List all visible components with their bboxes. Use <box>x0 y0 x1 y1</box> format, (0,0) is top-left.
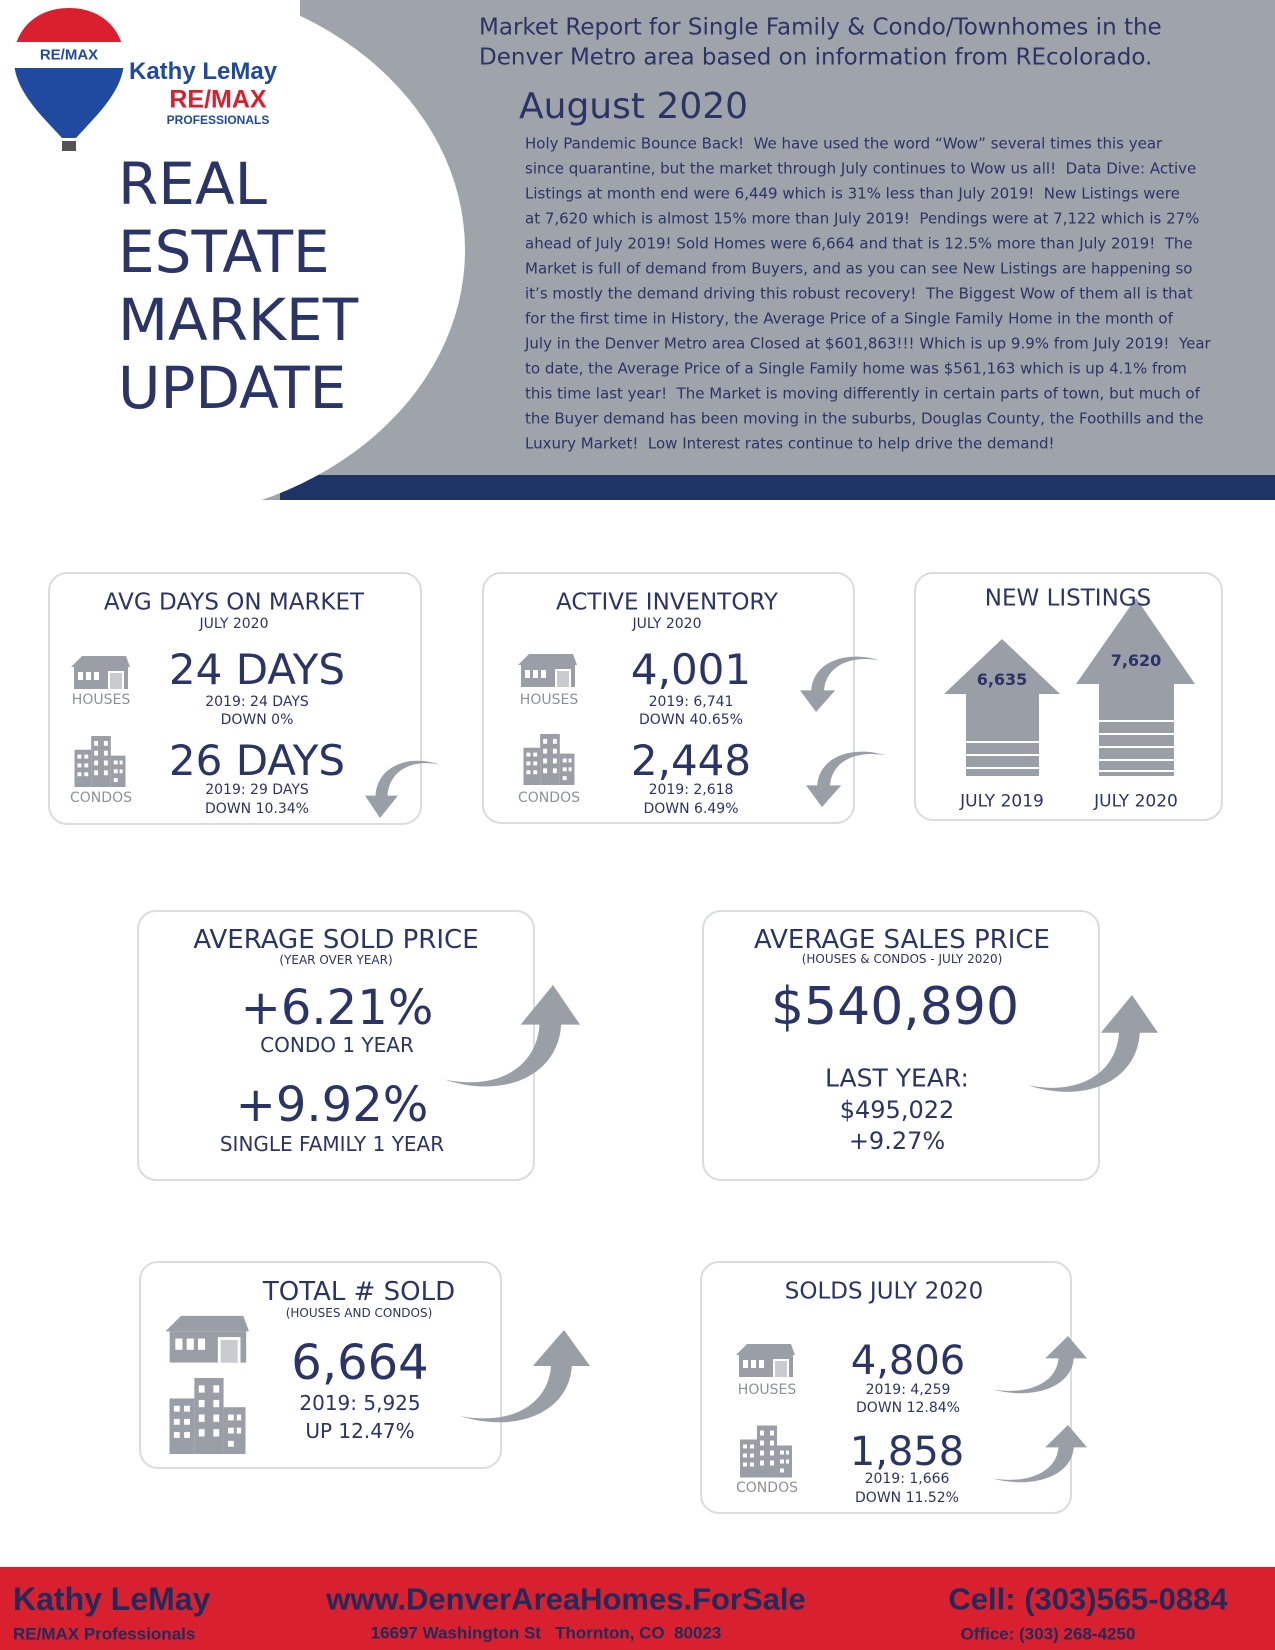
icon-label: CONDOS <box>70 790 132 806</box>
body-line: the Buyer demand has been moving in the … <box>525 409 1204 428</box>
title-line: MARKET <box>118 286 359 354</box>
card-title: TOTAL # SOLD <box>262 1277 456 1307</box>
footer-name: Kathy LeMay <box>13 1581 211 1617</box>
stat-value: 6,664 <box>291 1335 429 1391</box>
icon-label: CONDOS <box>518 790 580 806</box>
intro-line: Market Report for Single Family & Condo/… <box>479 14 1162 41</box>
stat-value: 1,858 <box>849 1429 965 1475</box>
intro-line: Denver Metro area based on information f… <box>479 44 1153 71</box>
icon-label: HOUSES <box>519 692 579 708</box>
icon-label: CONDOS <box>736 1480 798 1496</box>
stat-prior: 2019: 4,259 <box>865 1382 951 1398</box>
body-line: at 7,620 which is almost 15% more than J… <box>525 209 1200 228</box>
card-subtitle: (YEAR OVER YEAR) <box>279 953 393 967</box>
card-title: ACTIVE INVENTORY <box>556 589 778 616</box>
stat-label: SINGLE FAMILY 1 YEAR <box>219 1132 445 1156</box>
agent-name: Kathy LeMay <box>129 58 278 85</box>
logo-badge: RE/MAX <box>39 46 99 64</box>
body-line: it’s mostly the demand driving this robu… <box>525 284 1193 303</box>
bar-label: JULY 2020 <box>1094 791 1178 812</box>
stat-change: DOWN 12.84% <box>856 1400 960 1416</box>
card-subtitle: (HOUSES AND CONDOS) <box>285 1306 433 1320</box>
stat-value: 24 DAYS <box>168 645 346 694</box>
card-subtitle: JULY 2020 <box>199 616 269 632</box>
stat-value: 4,806 <box>850 1338 966 1384</box>
icon-label: HOUSES <box>71 692 131 708</box>
body-line: Holy Pandemic Bounce Back! We have used … <box>525 134 1163 153</box>
bar-value: 7,620 <box>1110 651 1162 670</box>
bar-label: JULY 2019 <box>960 791 1044 812</box>
title-line: UPDATE <box>118 354 347 422</box>
body-line: since quarantine, but the market through… <box>525 159 1197 178</box>
brand: RE/MAX <box>169 85 267 114</box>
stat-value: +9.92% <box>235 1077 429 1133</box>
footer-cell: Cell: (303)565-0884 <box>948 1581 1228 1617</box>
last-year-label: LAST YEAR: <box>825 1063 969 1093</box>
stat-value: $540,890 <box>770 977 1020 1037</box>
stat-label: CONDO 1 YEAR <box>260 1033 414 1057</box>
brand-sub: PROFESSIONALS <box>166 113 270 127</box>
stat-prior: 2019: 5,925 <box>299 1391 421 1415</box>
stat-change: DOWN 40.65% <box>639 712 743 728</box>
footer-address: 16697 Washington St Thornton, CO 80023 <box>370 1623 722 1643</box>
stat-change: DOWN 6.49% <box>643 801 739 817</box>
last-year-value: $495,022 <box>839 1096 955 1124</box>
card-title: AVERAGE SALES PRICE <box>754 925 1050 955</box>
footer-company: RE/MAX Professionals <box>13 1624 196 1644</box>
card-subtitle: (HOUSES & CONDOS - JULY 2020) <box>801 952 1003 966</box>
card-title: AVG DAYS ON MARKET <box>103 589 365 616</box>
stat-prior: 2019: 2,618 <box>648 782 734 798</box>
stat-value: 26 DAYS <box>168 736 346 785</box>
body-line: this time last year! The Market is movin… <box>525 384 1200 403</box>
body-line: for the first time in History, the Avera… <box>525 309 1173 328</box>
stat-prior: 2019: 29 DAYS <box>205 782 309 798</box>
card-title: AVERAGE SOLD PRICE <box>193 925 479 955</box>
stat-change: DOWN 10.34% <box>205 801 309 817</box>
card-title: NEW LISTINGS <box>984 585 1152 612</box>
stat-change: +9.27% <box>848 1127 946 1155</box>
month: August 2020 <box>519 86 749 127</box>
body-line: Luxury Market! Low Interest rates contin… <box>525 434 1055 453</box>
card-subtitle: JULY 2020 <box>632 616 702 632</box>
body-line: July in the Denver Metro area Closed at … <box>525 334 1211 353</box>
stat-value: 2,448 <box>630 736 752 785</box>
title-line: ESTATE <box>118 218 330 286</box>
body-line: to date, the Average Price of a Single F… <box>525 359 1187 378</box>
title-line: REAL <box>118 150 267 218</box>
stat-value: +6.21% <box>240 980 434 1036</box>
stat-change: UP 12.47% <box>305 1419 415 1443</box>
body-line: Market is full of demand from Buyers, an… <box>525 259 1193 278</box>
card-title: SOLDS JULY 2020 <box>784 1278 984 1305</box>
icon-label: HOUSES <box>737 1382 797 1398</box>
footer-website: www.DenverAreaHomes.ForSale <box>326 1581 806 1617</box>
body-line: ahead of July 2019! Sold Homes were 6,66… <box>525 234 1193 253</box>
stat-change: DOWN 11.52% <box>855 1490 959 1506</box>
stat-change: DOWN 0% <box>220 712 294 728</box>
stat-value: 4,001 <box>630 645 752 694</box>
bar-value: 6,635 <box>976 670 1028 689</box>
body-line: Listings at month end were 6,449 which i… <box>525 184 1180 203</box>
footer-office: Office: (303) 268-4250 <box>960 1624 1136 1644</box>
stat-prior: 2019: 6,741 <box>648 694 734 710</box>
stat-prior: 2019: 24 DAYS <box>205 694 309 710</box>
stat-prior: 2019: 1,666 <box>864 1471 950 1487</box>
